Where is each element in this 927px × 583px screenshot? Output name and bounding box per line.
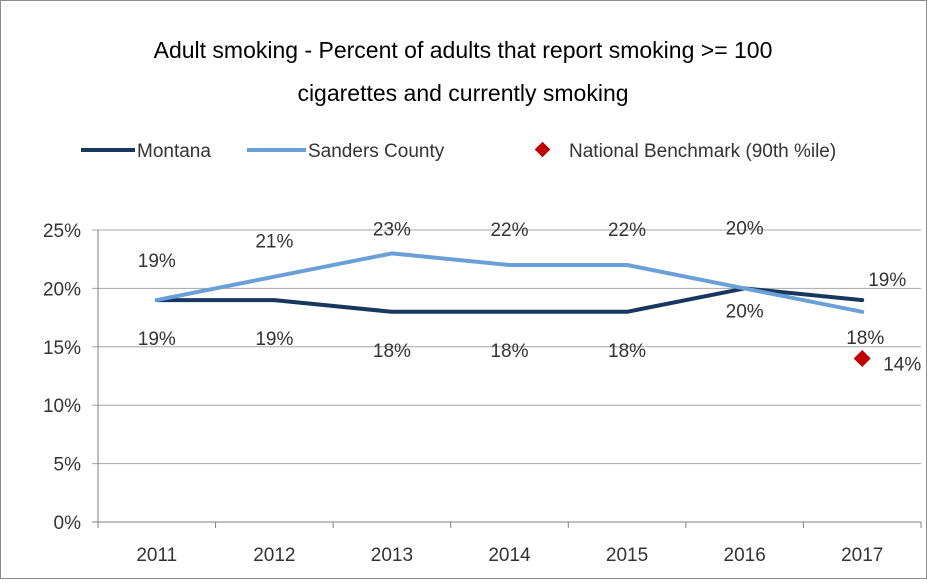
- data-label-montana: 18%: [608, 341, 646, 362]
- legend: Montana Sanders County National Benchmar…: [81, 141, 836, 162]
- data-label-sanders-county: 19%: [138, 251, 176, 272]
- data-labels: 19% 19% 18% 18% 18% 20% 19% 19% 21% 23% 22% 22% 20% 1…: [138, 218, 922, 375]
- legend-label-montana: Montana: [137, 141, 211, 162]
- data-label-sanders-county: 21%: [255, 232, 293, 253]
- y-tick-label: 10%: [43, 396, 81, 417]
- x-tick-label: 2016: [724, 545, 766, 566]
- data-label-montana: 19%: [138, 329, 176, 350]
- x-tick-label: 2011: [136, 545, 177, 566]
- data-label-montana: 18%: [373, 341, 411, 362]
- y-tick-label: 25%: [43, 221, 81, 242]
- legend-swatch-national-benchmark: [534, 141, 551, 158]
- data-label-montana: 19%: [255, 329, 293, 350]
- legend-label-sanders-county: Sanders County: [308, 141, 445, 162]
- x-tick-label: 2013: [371, 545, 413, 566]
- benchmark-point: [853, 349, 871, 367]
- x-tick-label: 2017: [841, 545, 883, 566]
- x-tick-label: 2014: [488, 545, 531, 566]
- series-lines: [154, 251, 871, 367]
- data-label-sanders-county: 20%: [726, 218, 764, 239]
- data-label-montana: 19%: [868, 270, 906, 291]
- legend-label-national-benchmark: National Benchmark (90th %ile): [569, 141, 836, 162]
- data-label-montana: 18%: [490, 341, 528, 362]
- data-label-sanders-county: 18%: [846, 328, 884, 349]
- x-tick-label: 2015: [606, 545, 648, 566]
- y-tick-label: 20%: [43, 279, 81, 300]
- x-axis-ticks: 2011 2012 2013 2014 2015 2016 2017: [136, 545, 883, 566]
- data-label-benchmark: 14%: [883, 354, 921, 375]
- gridlines: [92, 229, 922, 528]
- data-label-sanders-county: 22%: [608, 220, 646, 241]
- y-axis-ticks: 0% 5% 10% 15% 20% 25%: [43, 221, 81, 534]
- y-tick-label: 0%: [54, 513, 82, 534]
- chart-title-line-2: cigarettes and currently smoking: [297, 80, 628, 106]
- x-tick-label: 2012: [253, 545, 295, 566]
- y-tick-label: 5%: [54, 455, 82, 476]
- data-label-sanders-county: 23%: [373, 219, 411, 240]
- data-label-sanders-county: 22%: [490, 220, 528, 241]
- chart-title-line-1: Adult smoking - Percent of adults that r…: [154, 37, 773, 63]
- y-tick-label: 15%: [43, 338, 81, 359]
- series-line-sanders-county: [154, 251, 865, 314]
- data-label-montana: 20%: [726, 301, 764, 322]
